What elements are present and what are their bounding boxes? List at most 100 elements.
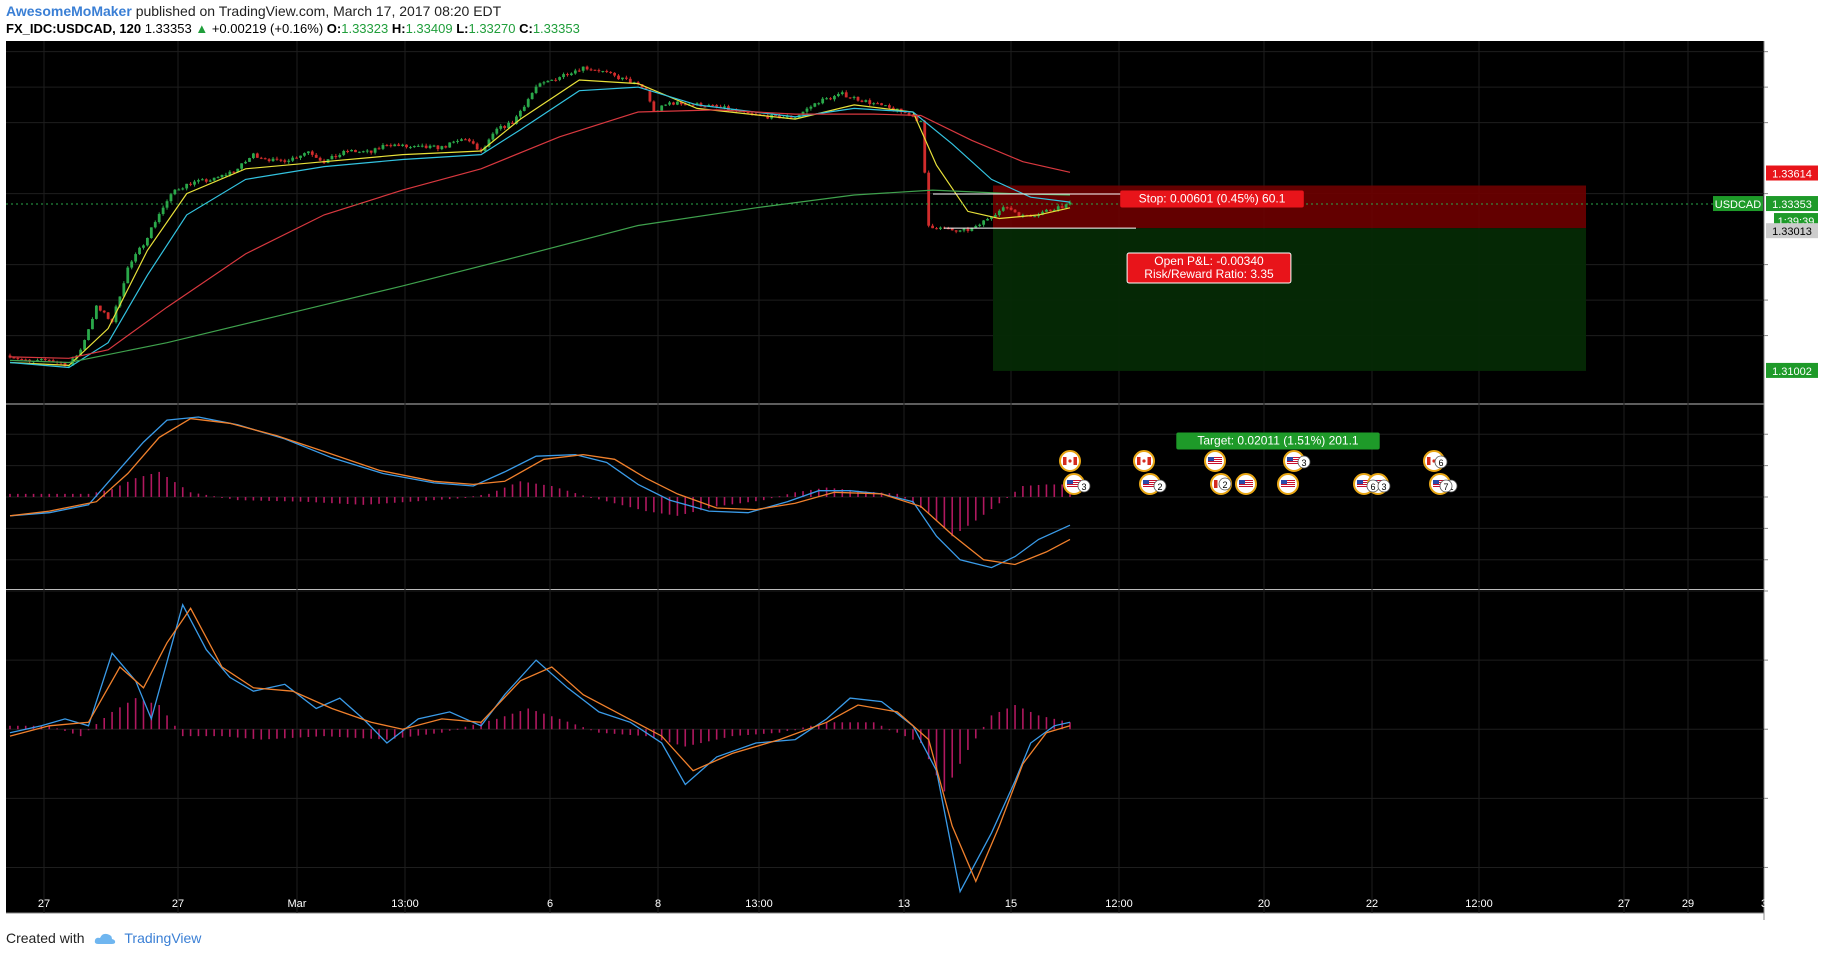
candle xyxy=(467,137,471,143)
histogram-bar xyxy=(229,497,231,499)
candle xyxy=(542,80,546,86)
price-pane[interactable] xyxy=(6,65,1764,371)
histogram-bar xyxy=(692,497,694,513)
histogram-bar xyxy=(464,497,467,498)
candle xyxy=(1052,208,1056,211)
macd-pane-2[interactable] xyxy=(9,603,1071,894)
histogram-bar xyxy=(857,722,859,730)
histogram-bar xyxy=(441,497,443,500)
price-tick-label: 1.34500 xyxy=(1774,118,1814,130)
histogram-bar xyxy=(802,491,804,497)
histogram-bar xyxy=(715,729,718,740)
histogram-bar xyxy=(205,729,208,737)
histogram-bar xyxy=(598,729,600,733)
candle xyxy=(880,102,883,106)
candle xyxy=(381,143,385,151)
event-count-badge: 7 xyxy=(1439,479,1453,493)
macd-pane-1[interactable] xyxy=(9,416,1071,569)
histogram-bar xyxy=(550,486,553,497)
author-link[interactable]: AwesomeMoMaker xyxy=(6,3,132,19)
ema-mid-line xyxy=(9,86,1071,369)
candle xyxy=(664,104,668,107)
histogram-bar xyxy=(472,496,475,498)
x-tick-label: 12:00 xyxy=(1465,898,1493,910)
histogram-bar xyxy=(425,497,427,501)
macd1-tick-label: -0.0020 xyxy=(1774,523,1811,535)
histogram-bar xyxy=(331,729,333,737)
candle xyxy=(8,353,12,359)
histogram-bar xyxy=(802,727,804,730)
open-value: 1.33323 xyxy=(341,21,389,36)
histogram-bar xyxy=(1053,484,1056,497)
histogram-bar xyxy=(692,729,694,745)
candle xyxy=(224,172,228,178)
histogram-bar xyxy=(684,729,687,747)
histogram-bar xyxy=(660,729,663,741)
histogram-bar xyxy=(1037,484,1040,497)
candle xyxy=(507,120,510,129)
candle xyxy=(122,281,126,298)
histogram-bar xyxy=(307,729,310,737)
position-overlay[interactable]: Stop: 0.00601 (0.45%) 60.1 Open P&L: -0.0… xyxy=(933,165,1818,495)
candle xyxy=(393,143,397,147)
histogram-bar xyxy=(496,718,498,730)
histogram-bar xyxy=(1006,708,1008,730)
histogram-bar xyxy=(857,490,859,497)
candle xyxy=(601,70,605,73)
macd1-tick-label: 0.0040 xyxy=(1774,429,1808,441)
macd2-tick-label: 0.0040 xyxy=(1774,586,1808,598)
event-count-badge: 3 xyxy=(1297,455,1311,469)
histogram-bar xyxy=(959,729,961,764)
chart-canvas[interactable]: 27 27 Mar 13:00 6 8 13:00 13 15 12:00 20 22 12:00 27 2… xyxy=(0,40,1824,920)
candle xyxy=(522,105,526,112)
histogram-bar xyxy=(189,729,192,737)
chart-background xyxy=(6,41,1764,913)
histogram-bar xyxy=(213,496,215,498)
histogram-bar xyxy=(786,494,789,497)
candle xyxy=(613,72,616,78)
x-tick-label: 15 xyxy=(1005,898,1017,910)
histogram-bar xyxy=(645,497,647,512)
candle xyxy=(577,68,581,73)
candle xyxy=(232,171,236,174)
histogram-bar xyxy=(998,497,1001,504)
candle xyxy=(546,80,550,83)
histogram-bar xyxy=(79,493,82,497)
histogram-bar xyxy=(935,729,938,776)
signal-line xyxy=(9,607,1071,883)
histogram-bar xyxy=(990,497,993,510)
candle xyxy=(860,99,864,103)
event-markers: 322366317 xyxy=(1059,450,1458,495)
histogram-bar xyxy=(1006,497,1008,498)
symbol-name[interactable]: FX_IDC:USDCAD, 120 xyxy=(6,21,142,36)
candle xyxy=(401,143,404,147)
candle xyxy=(275,156,279,161)
candle xyxy=(204,178,208,184)
candle xyxy=(252,152,255,160)
histogram-bar xyxy=(794,729,796,731)
event-count-badge: 3 xyxy=(1377,479,1391,493)
candle xyxy=(267,158,271,163)
candle xyxy=(181,187,185,191)
candle xyxy=(271,156,275,162)
histogram-bar xyxy=(621,497,624,506)
histogram-bar xyxy=(888,729,891,731)
macd1-tick-label: 0.0000 xyxy=(1774,492,1808,504)
histogram-bar xyxy=(951,497,954,537)
histogram-bar xyxy=(1022,708,1024,730)
histogram-bar xyxy=(613,497,616,504)
macd-line xyxy=(9,603,1071,894)
candle xyxy=(369,150,373,155)
histogram-bar xyxy=(1029,711,1032,730)
histogram-bar xyxy=(464,726,467,730)
histogram-bar xyxy=(291,497,294,502)
candle xyxy=(923,120,927,174)
candle xyxy=(475,142,479,150)
histogram-bar xyxy=(338,729,341,737)
candle xyxy=(94,305,98,320)
tradingview-link[interactable]: TradingView xyxy=(124,930,202,946)
candle xyxy=(346,149,350,154)
candle xyxy=(990,216,993,221)
histogram-bar xyxy=(653,497,655,513)
stop-label: Stop: 0.00601 (0.45%) 60.1 xyxy=(1120,190,1304,208)
